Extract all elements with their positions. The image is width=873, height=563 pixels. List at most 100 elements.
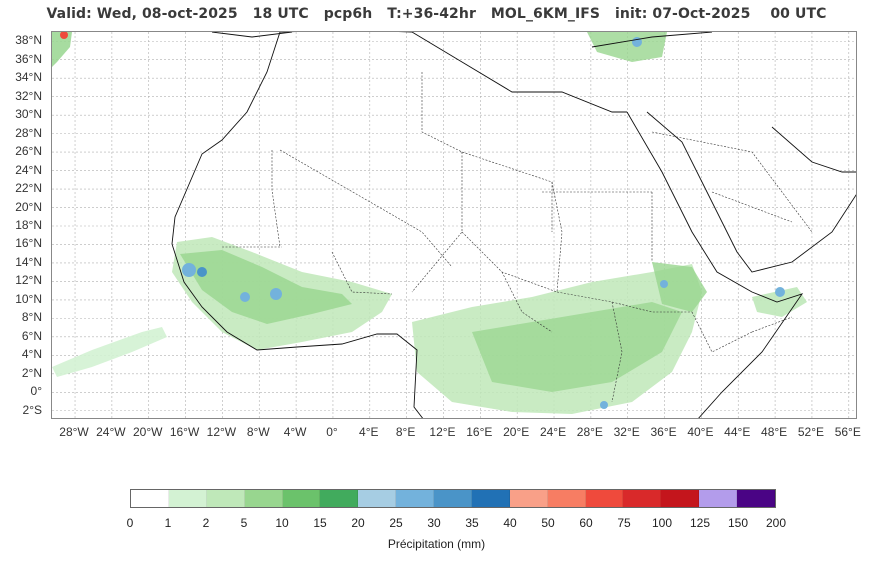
latitude-label: 38°N [15,33,42,48]
colorbar-tick-label: 5 [240,516,248,530]
colorbar-tick-label: 50 [541,516,555,530]
longitude-label: 40°E [687,425,714,439]
country-borders [222,72,813,403]
gulf-coastline [771,126,856,173]
colorbar-tick-label: 0 [126,516,134,530]
colorbar-tick-label: 75 [617,516,631,530]
colorbar-segment [396,490,434,507]
latitude-label: 2°N [21,365,42,380]
longitude-label: 0° [326,425,338,439]
colorbar-tick-label: 15 [313,516,327,530]
precip-cell [240,292,250,302]
colorbar-segment [623,490,662,507]
colorbar-tick-label: 10 [275,516,289,530]
longitude-label: 8°W [246,425,270,439]
colorbar-label: Précipitation (mm) [387,537,486,551]
colorbar-tick-label: 2 [202,516,210,530]
colorbar-segment [547,490,586,507]
longitude-label: 52°E [797,425,825,439]
latitude-label: 30°N [15,107,42,122]
colorbar-segment [168,490,207,507]
precip-area-horn [752,287,807,317]
precipitation-map [51,31,857,419]
map-canvas [52,32,856,418]
map-title: Valid: Wed, 08-oct-2025 18 UTC pcp6h T:+… [46,6,827,22]
longitude-label: 12°E [429,425,456,439]
colorbar-segment [737,490,775,507]
latitude-label: 28°N [15,125,42,140]
arabia-coastline [646,111,856,273]
longitude-label: 24°E [539,425,567,439]
precip-cell [775,287,785,297]
latitude-label: 24°N [15,162,42,177]
latitude-label: 14°N [15,254,42,269]
longitude-label: 4°E [359,425,379,439]
colorbar-tick-label: 25 [389,516,403,530]
colorbar-segment [320,490,359,507]
precip-cell [270,288,282,300]
colorbar-segment [661,490,700,507]
colorbar-tick-label: 200 [765,516,787,530]
latitude-label: 2°S [22,402,42,417]
longitude-label: 16°W [169,425,200,439]
colorbar-tick-label: 20 [351,516,365,530]
longitude-label: 56°E [834,425,861,439]
latitude-label: 10°N [15,291,42,306]
latitude-label: 20°N [15,199,42,214]
precip-cell [197,267,207,277]
latitude-label: 4°N [21,347,42,362]
precip-area-mediterranean [587,32,667,62]
precip-cell [60,32,68,39]
colorbar-tick-label: 100 [651,516,673,530]
colorbar-segment [282,490,321,507]
precip-cell [600,401,608,409]
longitude-label: 44°E [724,425,751,439]
precip-cell [660,280,668,288]
colorbar-segment [509,490,548,507]
precip-area-central-africa-core [472,302,682,392]
latitude-label: 0° [30,384,42,399]
colorbar-segment [206,490,245,507]
precip-area-ethiopia [652,262,707,312]
colorbar-tick-label: 60 [579,516,593,530]
longitude-label: 28°W [59,425,89,439]
latitude-label: 36°N [15,51,42,66]
longitude-label: 24°W [96,425,126,439]
longitude-label: 20°W [132,425,163,439]
europe-coastline [211,32,293,38]
latitude-label: 6°N [21,328,42,343]
colorbar-segment [471,490,510,507]
colorbar-tick-label: 125 [689,516,711,530]
latitude-label: 34°N [15,70,42,85]
longitude-label: 32°E [613,425,640,439]
precip-area-north-west [52,32,72,67]
latitude-label: 26°N [15,144,42,159]
colorbar-segment [434,490,472,507]
longitude-label: 12°W [206,425,237,439]
colorbar-tick-label: 1 [164,516,172,530]
colorbar-segment [699,490,737,507]
graticule [52,32,856,418]
precipitation-field [52,32,807,414]
latitude-label: 16°N [15,236,42,251]
precip-area-west-africa-core [180,250,352,324]
colorbar-segment [585,490,624,507]
longitude-label: 20°E [503,425,530,439]
colorbar-tick-label: 35 [465,516,479,530]
longitude-label: 16°E [466,425,493,439]
africa-coastline [171,32,424,418]
latitude-label: 12°N [15,273,42,288]
latitude-label: 18°N [15,218,42,232]
longitude-label: 36°E [650,425,677,439]
colorbar [130,489,776,508]
longitude-label: 48°E [761,425,788,439]
colorbar-tick-label: 30 [427,516,441,530]
latitude-label: 32°N [15,88,42,103]
coastlines [171,32,856,418]
longitude-label: 28°E [576,425,603,439]
precip-area-atlantic [52,327,167,377]
colorbar-segment [358,490,397,507]
colorbar-segment [131,490,169,507]
turkey-coastline [591,32,713,48]
longitude-label: 8°E [395,425,416,439]
